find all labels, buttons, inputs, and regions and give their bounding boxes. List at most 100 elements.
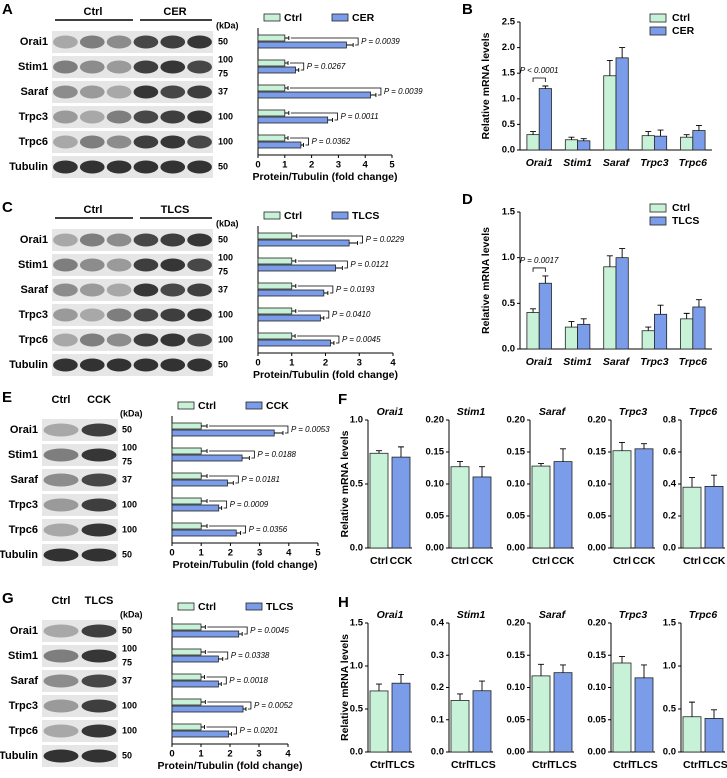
blot-band bbox=[187, 85, 212, 99]
bar bbox=[171, 698, 202, 706]
error-bar bbox=[641, 443, 647, 449]
p-value: P = 0.0410 bbox=[332, 310, 371, 319]
blot-band bbox=[53, 258, 78, 272]
error-bar bbox=[689, 477, 695, 488]
legend-swatch bbox=[177, 401, 195, 410]
y-axis-label: Relative mRNA levels bbox=[339, 634, 351, 741]
blot-band bbox=[160, 333, 186, 347]
p-value: P = 0.0356 bbox=[249, 525, 288, 534]
protein-name: Orai1 bbox=[10, 424, 38, 436]
error-bar bbox=[327, 118, 333, 122]
y-tick-label: 0.0 bbox=[663, 543, 676, 554]
blot-band bbox=[81, 423, 117, 437]
panel-letter: F bbox=[338, 391, 347, 408]
bracket bbox=[290, 87, 382, 96]
bracket bbox=[297, 310, 330, 319]
y-tick-label: 0.00 bbox=[588, 543, 607, 554]
x-tick-label: Ctrl bbox=[532, 555, 550, 567]
x-axis-label: Protein/Tubulin (fold change) bbox=[253, 369, 398, 381]
error-bar bbox=[243, 707, 247, 711]
p-value: P = 0.0181 bbox=[241, 475, 280, 484]
group-label: Ctrl bbox=[84, 204, 103, 216]
blot-band bbox=[106, 85, 132, 99]
kda-marker: 100 bbox=[218, 111, 233, 121]
bar bbox=[171, 680, 219, 688]
error-bar bbox=[284, 111, 290, 115]
error-bar bbox=[560, 664, 566, 673]
error-bar bbox=[295, 68, 300, 72]
blot-band bbox=[133, 283, 159, 297]
p-value: P = 0.0039 bbox=[384, 87, 423, 96]
y-axis-label: Relative mRNA levels bbox=[480, 32, 492, 139]
y-tick-label: 0.20 bbox=[426, 415, 445, 426]
x-tick-label: 3 bbox=[256, 749, 261, 760]
y-tick-label: 0.1 bbox=[431, 714, 445, 725]
unit-label: (kDa) bbox=[120, 408, 143, 418]
bar bbox=[171, 673, 202, 681]
y-tick-label: 0.5 bbox=[350, 479, 364, 490]
y-tick-label: 0.05 bbox=[588, 511, 607, 522]
bar bbox=[257, 84, 286, 92]
y-tick-label: 0.10 bbox=[426, 479, 445, 490]
blot-band bbox=[43, 649, 79, 663]
y-tick-label: 0.0 bbox=[502, 344, 515, 355]
bracket bbox=[206, 676, 227, 685]
x-tick-label: Trpc6 bbox=[679, 356, 708, 368]
blot-band bbox=[133, 110, 159, 124]
bar bbox=[257, 282, 293, 290]
bar bbox=[612, 450, 632, 549]
chart-title: Saraf bbox=[539, 406, 567, 418]
protein-name: Saraf bbox=[20, 86, 48, 98]
blot-band bbox=[160, 258, 186, 272]
error-bar bbox=[542, 275, 549, 284]
blot-band bbox=[106, 358, 132, 372]
x-tick-label: Ctrl bbox=[532, 759, 550, 771]
bracket bbox=[532, 267, 546, 272]
bar bbox=[634, 448, 654, 549]
y-axis-label: Relative mRNA levels bbox=[339, 430, 351, 537]
protein-name: Trpc6 bbox=[9, 524, 38, 536]
bar bbox=[612, 662, 632, 753]
blot-band bbox=[160, 358, 186, 372]
bar bbox=[171, 479, 228, 487]
x-tick-label: 2 bbox=[323, 358, 328, 369]
blot-band bbox=[81, 448, 117, 462]
y-tick-label: 1.0 bbox=[502, 93, 515, 104]
error-bar bbox=[619, 656, 625, 663]
error-bar bbox=[542, 85, 549, 89]
x-tick-label: 4 bbox=[363, 160, 369, 171]
blot-band bbox=[106, 110, 132, 124]
blot-band bbox=[81, 674, 117, 688]
kda-marker: 50 bbox=[122, 424, 132, 434]
legend-label: CER bbox=[352, 12, 375, 24]
bar bbox=[680, 318, 694, 350]
blot-band bbox=[81, 699, 117, 713]
kda-marker: 50 bbox=[218, 36, 228, 46]
x-tick-label: TLCS bbox=[549, 759, 576, 771]
error-bar bbox=[330, 341, 335, 345]
x-tick-label: 4 bbox=[390, 358, 396, 369]
blot-band bbox=[133, 258, 159, 272]
bracket bbox=[298, 235, 363, 244]
panel-letter: E bbox=[2, 389, 12, 406]
bar bbox=[682, 716, 702, 753]
blot-band bbox=[160, 110, 186, 124]
x-tick-label: Ctrl bbox=[451, 759, 469, 771]
bar bbox=[704, 485, 724, 549]
y-tick-label: 0.10 bbox=[588, 479, 607, 490]
chart-title: Stim1 bbox=[457, 406, 486, 418]
x-tick-label: TLCS bbox=[700, 759, 727, 771]
x-tick-label: Ctrl bbox=[370, 759, 388, 771]
x-tick-label: 0 bbox=[169, 749, 174, 760]
error-bar bbox=[457, 461, 463, 467]
blot-band bbox=[106, 333, 132, 347]
error-bar bbox=[238, 632, 243, 636]
blot-band bbox=[79, 333, 105, 347]
x-tick-label: TLCS bbox=[468, 759, 495, 771]
y-tick-label: 2.0 bbox=[502, 42, 515, 53]
bar bbox=[577, 140, 591, 151]
legend-swatch bbox=[245, 401, 263, 410]
bar bbox=[531, 675, 551, 753]
bar bbox=[171, 454, 243, 462]
blot-band bbox=[187, 308, 212, 322]
